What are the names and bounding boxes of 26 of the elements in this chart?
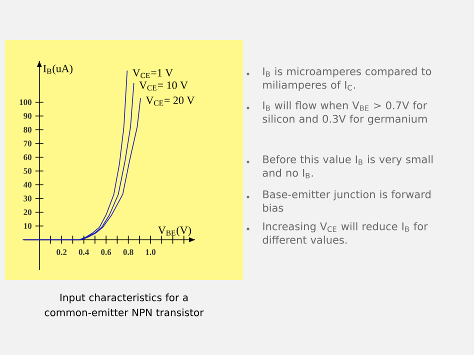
y-tick-label: 50	[24, 168, 32, 174]
series-label: V$_{CE}$= 10 V	[139, 81, 188, 91]
y-tick-label: 40	[23, 182, 32, 188]
x-axis-title: V$_{BE}$(V)	[158, 226, 191, 236]
x-tick-label: 0.4	[78, 249, 89, 256]
series-label: V$_{CE}$=1 V	[132, 69, 173, 78]
y-tick-label: 80	[24, 126, 32, 133]
y-tick-label: 30	[24, 196, 32, 202]
series-label: V$_{CE}$= 20 V	[146, 96, 195, 106]
x-tick-label: 0.8	[123, 249, 134, 256]
y-tick-label: 70	[24, 140, 32, 146]
y-tick-label: 90	[24, 113, 32, 119]
text: Base-emitter junction is forward bias	[263, 190, 430, 212]
y-tick-label: 60	[24, 154, 32, 160]
y-tick-label: 10	[24, 223, 32, 229]
text: I$_{B}$ will flow when V$_{BE}$ > 0.7V for silicon and 0.3V for germanium	[262, 101, 428, 125]
y-tick-label: 20	[24, 209, 32, 216]
x-tick-label: 0.2	[56, 249, 67, 256]
text: Input characteristics for a common-emitter NPN transistor	[44, 294, 204, 316]
y-tick-label: 100	[20, 99, 32, 106]
text: Increasing V$_{CE}$ will reduce I$_{B}$ for different values.	[262, 222, 428, 244]
text: I$_{B}$ is microamperes compared to miliamperes of I$_{C}$.	[263, 67, 432, 91]
x-tick-label: 1.0	[146, 249, 156, 256]
text: Before this value I$_{B}$ is very small and no I$_{B}$.	[262, 155, 433, 178]
y-axis-title: I$_{B}$(uA)	[43, 64, 72, 74]
x-tick-label: 0.6	[101, 249, 112, 256]
